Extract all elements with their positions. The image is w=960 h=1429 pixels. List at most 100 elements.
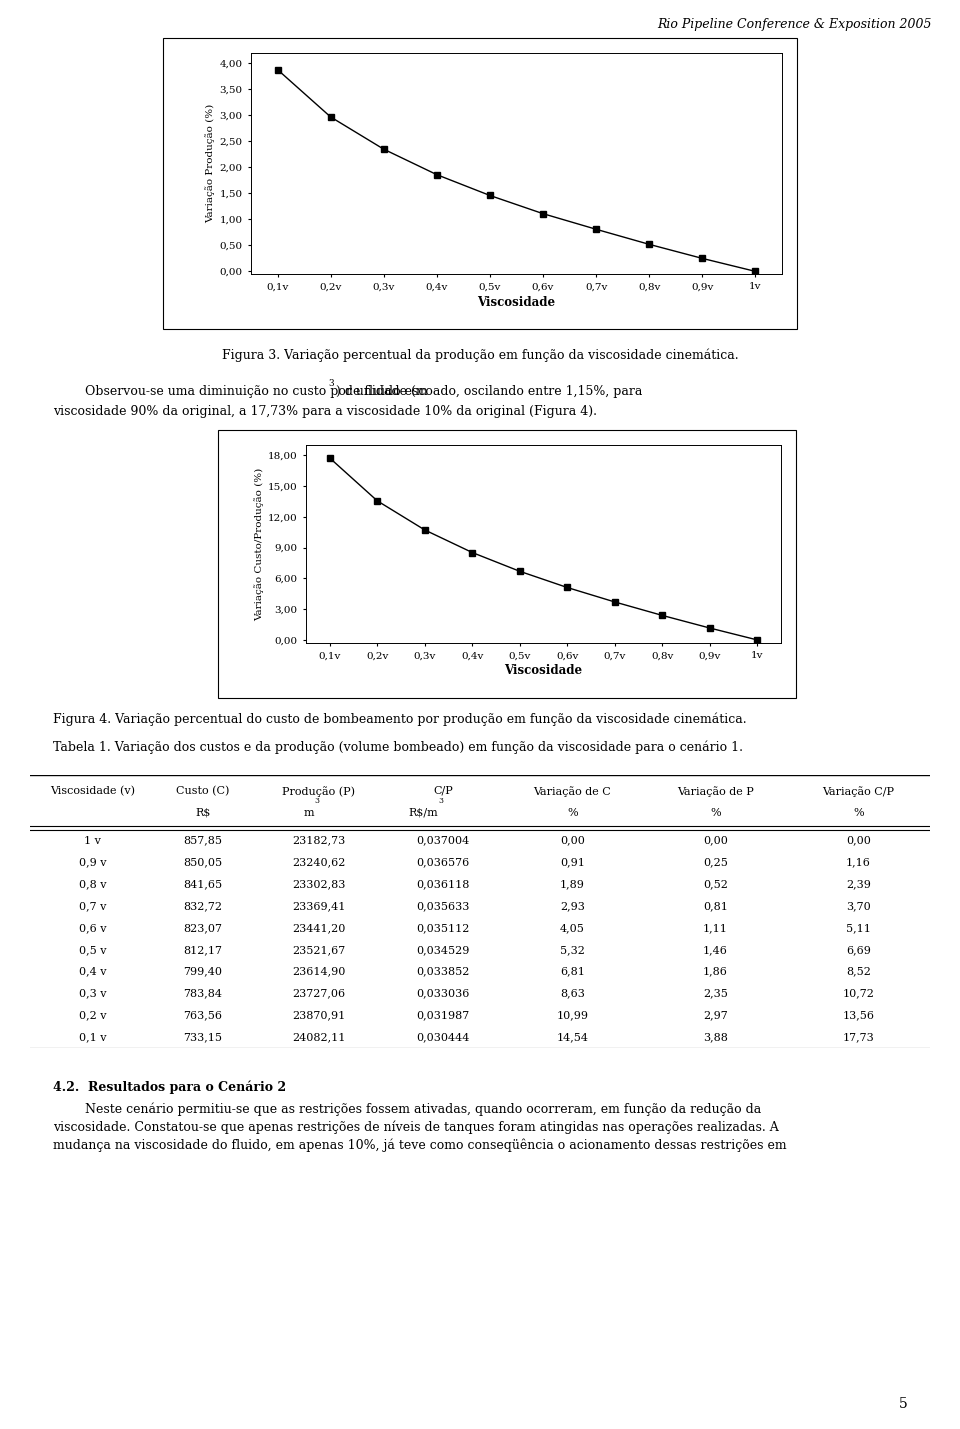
Text: 4.2.  Resultados para o Cenário 2: 4.2. Resultados para o Cenário 2 — [53, 1080, 286, 1093]
Text: 783,84: 783,84 — [183, 989, 223, 999]
Text: 1,86: 1,86 — [703, 966, 728, 976]
Text: 857,85: 857,85 — [183, 836, 223, 846]
Text: 23727,06: 23727,06 — [292, 989, 345, 999]
Text: 5,32: 5,32 — [560, 945, 585, 955]
Text: 0,033852: 0,033852 — [417, 966, 469, 976]
Text: Variação de P: Variação de P — [677, 786, 754, 797]
Text: 6,69: 6,69 — [846, 945, 871, 955]
Text: %: % — [853, 807, 864, 817]
Text: 1,11: 1,11 — [703, 923, 728, 933]
Text: 0,2 v: 0,2 v — [79, 1010, 106, 1020]
Text: 23441,20: 23441,20 — [292, 923, 346, 933]
Text: 0,037004: 0,037004 — [417, 836, 469, 846]
Text: C/P: C/P — [433, 786, 453, 796]
Text: m: m — [303, 807, 314, 817]
Text: 14,54: 14,54 — [556, 1032, 588, 1042]
Text: 3: 3 — [439, 797, 444, 805]
Text: 0,81: 0,81 — [703, 902, 728, 912]
Text: 1 v: 1 v — [84, 836, 101, 846]
Text: mudança na viscosidade do fluido, em apenas 10%, já teve como conseqüência o aci: mudança na viscosidade do fluido, em ape… — [53, 1137, 786, 1152]
X-axis label: Viscosidade: Viscosidade — [477, 296, 556, 309]
Text: 23369,41: 23369,41 — [292, 902, 346, 912]
Y-axis label: Variação Custo/Produção (%): Variação Custo/Produção (%) — [254, 467, 264, 620]
Text: 0,035112: 0,035112 — [417, 923, 469, 933]
Text: 0,8 v: 0,8 v — [79, 879, 106, 889]
Text: 0,036576: 0,036576 — [417, 857, 469, 867]
Text: 3: 3 — [328, 379, 334, 389]
Text: 0,4 v: 0,4 v — [79, 966, 106, 976]
Text: 3,70: 3,70 — [846, 902, 871, 912]
Text: 0,6 v: 0,6 v — [79, 923, 106, 933]
Text: Tabela 1. Variação dos custos e da produção (volume bombeado) em função da visco: Tabela 1. Variação dos custos e da produ… — [53, 740, 743, 753]
Text: 850,05: 850,05 — [183, 857, 223, 867]
Text: Neste cenário permitiu-se que as restrições fossem ativadas, quando ocorreram, e: Neste cenário permitiu-se que as restriç… — [53, 1102, 761, 1116]
Text: 0,00: 0,00 — [560, 836, 585, 846]
Text: 0,91: 0,91 — [560, 857, 585, 867]
Text: 24082,11: 24082,11 — [292, 1032, 346, 1042]
Text: 823,07: 823,07 — [183, 923, 223, 933]
Text: %: % — [567, 807, 578, 817]
Text: R$/m: R$/m — [409, 807, 439, 817]
Text: 0,52: 0,52 — [703, 879, 728, 889]
Text: 0,030444: 0,030444 — [417, 1032, 469, 1042]
Text: 0,25: 0,25 — [703, 857, 728, 867]
Text: 23870,91: 23870,91 — [292, 1010, 345, 1020]
Text: 0,033036: 0,033036 — [417, 989, 469, 999]
X-axis label: Viscosidade: Viscosidade — [504, 664, 583, 677]
Text: Figura 4. Variação percentual do custo de bombeamento por produção em função da : Figura 4. Variação percentual do custo d… — [53, 712, 747, 726]
Text: viscosidade 90% da original, a 17,73% para a viscosidade 10% da original (Figura: viscosidade 90% da original, a 17,73% pa… — [53, 404, 597, 419]
Text: 6,81: 6,81 — [560, 966, 585, 976]
Text: 8,63: 8,63 — [560, 989, 585, 999]
Text: 10,99: 10,99 — [556, 1010, 588, 1020]
Text: 0,00: 0,00 — [846, 836, 871, 846]
Text: Variação C/P: Variação C/P — [823, 786, 895, 797]
Text: 3: 3 — [314, 797, 319, 805]
Text: 812,17: 812,17 — [183, 945, 223, 955]
Text: 23182,73: 23182,73 — [292, 836, 345, 846]
Y-axis label: Variação Produção (%): Variação Produção (%) — [205, 104, 215, 223]
Text: 23521,67: 23521,67 — [292, 945, 345, 955]
Text: 841,65: 841,65 — [183, 879, 223, 889]
Text: 763,56: 763,56 — [183, 1010, 223, 1020]
Text: viscosidade. Constatou-se que apenas restrições de níveis de tanques foram ating: viscosidade. Constatou-se que apenas res… — [53, 1120, 779, 1133]
Text: 0,1 v: 0,1 v — [79, 1032, 106, 1042]
Text: 5: 5 — [899, 1398, 907, 1410]
Text: 5,11: 5,11 — [846, 923, 871, 933]
Text: 0,5 v: 0,5 v — [79, 945, 106, 955]
Text: 0,031987: 0,031987 — [417, 1010, 469, 1020]
Text: 1,16: 1,16 — [846, 857, 871, 867]
Text: Observou-se uma diminuição no custo por unidade (m: Observou-se uma diminuição no custo por … — [53, 384, 427, 399]
Text: 2,97: 2,97 — [703, 1010, 728, 1020]
Text: %: % — [710, 807, 721, 817]
Text: 13,56: 13,56 — [843, 1010, 875, 1020]
Text: 17,73: 17,73 — [843, 1032, 875, 1042]
Text: 23240,62: 23240,62 — [292, 857, 346, 867]
Text: Produção (P): Produção (P) — [282, 786, 355, 797]
Text: 4,05: 4,05 — [560, 923, 585, 933]
Text: Variação de C: Variação de C — [534, 786, 612, 797]
Text: 0,3 v: 0,3 v — [79, 989, 106, 999]
Text: 0,035633: 0,035633 — [417, 902, 469, 912]
Text: R$: R$ — [196, 807, 211, 817]
Text: Viscosidade (v): Viscosidade (v) — [50, 786, 134, 796]
Text: 733,15: 733,15 — [183, 1032, 223, 1042]
Text: Figura 3. Variação percentual da produção em função da viscosidade cinemática.: Figura 3. Variação percentual da produçã… — [222, 349, 738, 362]
Text: 10,72: 10,72 — [843, 989, 875, 999]
Text: 832,72: 832,72 — [183, 902, 223, 912]
Text: ) de fluido escoado, oscilando entre 1,15%, para: ) de fluido escoado, oscilando entre 1,1… — [336, 384, 642, 399]
Text: 3,88: 3,88 — [703, 1032, 728, 1042]
Text: 23302,83: 23302,83 — [292, 879, 346, 889]
Text: 0,036118: 0,036118 — [417, 879, 469, 889]
Text: 2,93: 2,93 — [560, 902, 585, 912]
Text: 0,00: 0,00 — [703, 836, 728, 846]
Text: Rio Pipeline Conference & Exposition 2005: Rio Pipeline Conference & Exposition 200… — [657, 19, 931, 31]
Text: 8,52: 8,52 — [846, 966, 871, 976]
Text: 2,35: 2,35 — [703, 989, 728, 999]
Text: 2,39: 2,39 — [846, 879, 871, 889]
Text: 0,034529: 0,034529 — [417, 945, 469, 955]
Text: 23614,90: 23614,90 — [292, 966, 346, 976]
Text: Custo (C): Custo (C) — [177, 786, 229, 796]
Text: 1,89: 1,89 — [560, 879, 585, 889]
Text: 0,7 v: 0,7 v — [79, 902, 106, 912]
Text: 0,9 v: 0,9 v — [79, 857, 106, 867]
